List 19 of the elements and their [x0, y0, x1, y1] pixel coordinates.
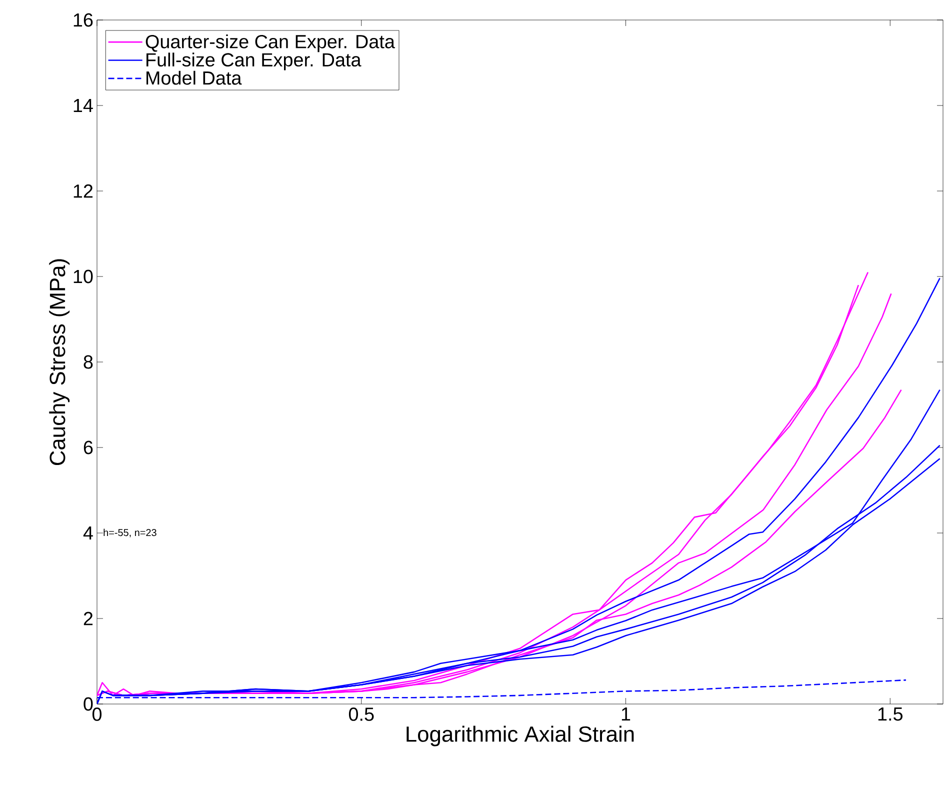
legend-label: Model Data: [146, 70, 242, 85]
y-tick-label: 2: [84, 612, 93, 626]
legend-label: Quarter-size Can Exper. Data: [146, 34, 395, 52]
y-tick-label: 16: [74, 13, 93, 27]
x-axis-title: Logarithmic Axial Strain: [406, 726, 634, 746]
y-tick-label: 12: [74, 184, 93, 198]
y-axis-title: Cauchy Stress (MPa): [49, 259, 70, 466]
y-tick-label: 10: [74, 270, 93, 284]
annotation: h=-55, n=23: [104, 528, 156, 538]
y-tick-label: 8: [84, 355, 93, 369]
x-tick-label: 0: [92, 708, 102, 721]
y-tick-label: 14: [74, 98, 93, 112]
x-tick-label: 1.5: [878, 708, 902, 721]
y-tick-label: 6: [84, 440, 93, 454]
x-tick-label: 1: [622, 708, 630, 721]
x-tick-label: 0.5: [348, 708, 374, 721]
legend-label: Full-size Can Exper. Data: [146, 52, 362, 70]
y-tick-label: 4: [83, 526, 93, 540]
y-tick-label: 0: [84, 697, 93, 711]
